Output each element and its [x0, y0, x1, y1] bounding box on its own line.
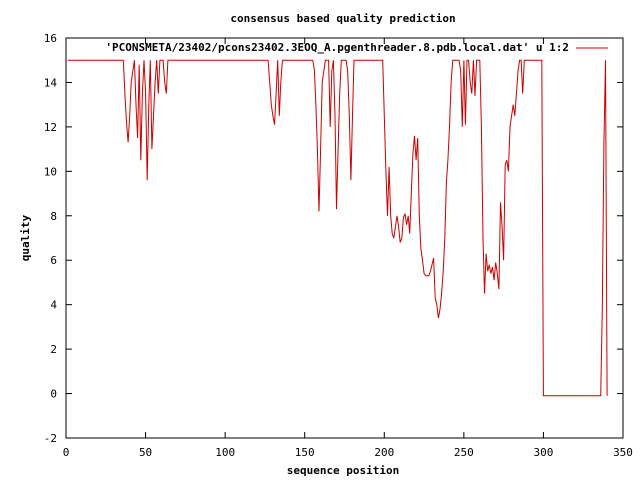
plot-frame	[65, 37, 624, 439]
legend: 'PCONSMETA/23402/pcons23402.3EOQ_A.pgent…	[105, 41, 608, 54]
x-tick-label: 300	[533, 446, 553, 459]
y-tick-label: 14	[44, 76, 58, 89]
y-tick-label: 10	[44, 165, 57, 178]
y-axis-ticks: -2 0 2 4 6 8 10 12 14 16	[44, 32, 623, 445]
y-tick-label: 8	[50, 210, 57, 223]
y-tick-label: 0	[50, 388, 57, 401]
x-tick-label: 50	[139, 446, 152, 459]
y-tick-label: 2	[50, 343, 57, 356]
x-axis-label: sequence position	[287, 464, 400, 477]
y-tick-label: 4	[50, 299, 57, 312]
x-tick-label: 100	[215, 446, 235, 459]
y-tick-label: 6	[50, 254, 57, 267]
x-tick-label: 150	[295, 446, 315, 459]
y-tick-label: 16	[44, 32, 57, 45]
y-tick-label: -2	[44, 432, 57, 445]
chart-title: consensus based quality prediction	[230, 12, 455, 25]
x-tick-label: 0	[63, 446, 70, 459]
legend-series-label: 'PCONSMETA/23402/pcons23402.3EOQ_A.pgent…	[105, 41, 569, 54]
x-tick-label: 250	[454, 446, 474, 459]
y-axis-label: quality	[19, 214, 32, 261]
series-line	[67, 59, 608, 397]
x-axis-ticks: 0 50 100 150 200 250 300 350	[63, 38, 633, 459]
y-tick-label: 12	[44, 121, 57, 134]
x-tick-label: 350	[613, 446, 633, 459]
x-tick-label: 200	[374, 446, 394, 459]
